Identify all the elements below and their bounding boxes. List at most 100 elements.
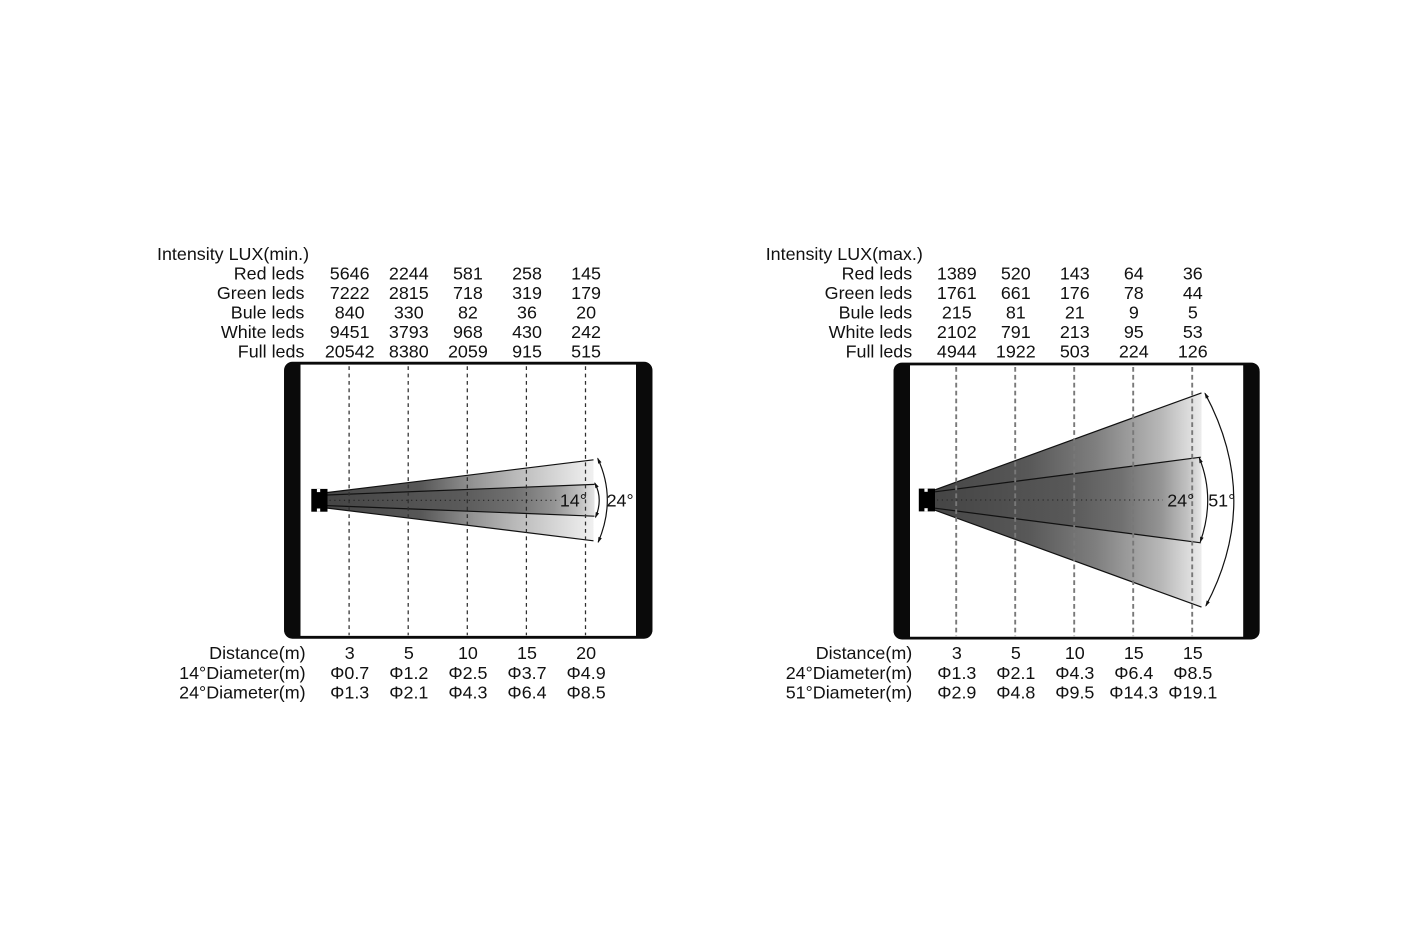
- svg-text:5: 5: [1011, 643, 1021, 663]
- svg-text:53: 53: [1183, 322, 1203, 342]
- svg-text:95: 95: [1124, 322, 1144, 342]
- svg-text:319: 319: [512, 283, 542, 303]
- svg-text:24°: 24°: [607, 491, 634, 511]
- svg-text:968: 968: [453, 322, 483, 342]
- svg-text:3: 3: [345, 643, 355, 663]
- svg-text:Φ3.7: Φ3.7: [507, 663, 546, 683]
- svg-text:176: 176: [1060, 283, 1090, 303]
- svg-text:224: 224: [1119, 341, 1149, 361]
- svg-text:145: 145: [571, 264, 601, 284]
- svg-text:Φ4.3: Φ4.3: [1055, 663, 1094, 683]
- svg-text:Φ6.4: Φ6.4: [507, 682, 546, 702]
- svg-text:White leds: White leds: [221, 322, 305, 342]
- svg-text:503: 503: [1060, 341, 1090, 361]
- svg-text:520: 520: [1001, 264, 1031, 284]
- svg-text:1922: 1922: [996, 341, 1036, 361]
- svg-text:Full leds: Full leds: [846, 341, 913, 361]
- svg-text:Bule leds: Bule leds: [839, 303, 913, 323]
- svg-text:Φ8.5: Φ8.5: [567, 682, 606, 702]
- svg-text:81: 81: [1006, 303, 1026, 323]
- svg-text:2059: 2059: [448, 341, 488, 361]
- svg-text:Φ1.2: Φ1.2: [389, 663, 428, 683]
- svg-text:718: 718: [453, 283, 483, 303]
- svg-text:126: 126: [1178, 341, 1208, 361]
- svg-text:7222: 7222: [330, 283, 370, 303]
- svg-text:Red leds: Red leds: [842, 264, 913, 284]
- svg-text:5: 5: [404, 643, 414, 663]
- svg-text:20542: 20542: [325, 341, 375, 361]
- svg-text:Φ4.8: Φ4.8: [996, 682, 1035, 702]
- svg-text:Distance(m): Distance(m): [816, 643, 912, 663]
- svg-text:20: 20: [576, 643, 596, 663]
- svg-text:Full leds: Full leds: [238, 341, 305, 361]
- svg-text:36: 36: [1183, 264, 1203, 284]
- svg-text:10: 10: [458, 643, 478, 663]
- svg-text:51°: 51°: [1208, 490, 1235, 510]
- svg-text:330: 330: [394, 303, 424, 323]
- svg-text:1389: 1389: [937, 264, 977, 284]
- svg-text:White leds: White leds: [829, 322, 913, 342]
- svg-text:24°Diameter(m): 24°Diameter(m): [786, 663, 912, 683]
- svg-text:44: 44: [1183, 283, 1203, 303]
- svg-text:179: 179: [571, 283, 601, 303]
- svg-text:Φ1.3: Φ1.3: [330, 682, 369, 702]
- svg-text:15: 15: [517, 643, 537, 663]
- svg-text:9: 9: [1129, 303, 1139, 323]
- svg-text:14°: 14°: [560, 491, 587, 511]
- svg-text:Φ8.5: Φ8.5: [1173, 663, 1212, 683]
- svg-text:Distance(m): Distance(m): [209, 643, 305, 663]
- svg-text:Green leds: Green leds: [217, 283, 305, 303]
- svg-text:143: 143: [1060, 264, 1090, 284]
- svg-text:Φ9.5: Φ9.5: [1055, 682, 1094, 702]
- svg-text:3793: 3793: [389, 322, 429, 342]
- svg-text:10: 10: [1065, 643, 1085, 663]
- svg-text:Φ4.9: Φ4.9: [567, 663, 606, 683]
- svg-text:915: 915: [512, 341, 542, 361]
- svg-text:Φ0.7: Φ0.7: [330, 663, 369, 683]
- svg-text:4944: 4944: [937, 341, 977, 361]
- svg-text:24°: 24°: [1167, 490, 1194, 510]
- svg-text:21: 21: [1065, 303, 1085, 323]
- svg-text:Red leds: Red leds: [234, 264, 305, 284]
- svg-text:5: 5: [1188, 303, 1198, 323]
- svg-text:Φ19.1: Φ19.1: [1168, 682, 1217, 702]
- svg-text:2815: 2815: [389, 283, 429, 303]
- svg-text:661: 661: [1001, 283, 1031, 303]
- svg-text:20: 20: [576, 303, 596, 323]
- svg-text:242: 242: [571, 322, 601, 342]
- svg-text:3: 3: [952, 643, 962, 663]
- svg-text:Φ4.3: Φ4.3: [448, 682, 487, 702]
- svg-text:9451: 9451: [330, 322, 370, 342]
- svg-text:515: 515: [571, 341, 601, 361]
- svg-text:840: 840: [335, 303, 365, 323]
- svg-text:2244: 2244: [389, 264, 429, 284]
- svg-text:Φ1.3: Φ1.3: [937, 663, 976, 683]
- svg-text:78: 78: [1124, 283, 1144, 303]
- svg-text:258: 258: [512, 264, 542, 284]
- svg-text:Φ2.5: Φ2.5: [448, 663, 487, 683]
- svg-text:Φ2.9: Φ2.9: [937, 682, 976, 702]
- svg-text:Intensity LUX(max.): Intensity LUX(max.): [766, 244, 923, 264]
- svg-text:51°Diameter(m): 51°Diameter(m): [786, 682, 912, 702]
- svg-text:15: 15: [1183, 643, 1203, 663]
- svg-text:1761: 1761: [937, 283, 977, 303]
- svg-text:791: 791: [1001, 322, 1031, 342]
- svg-text:24°Diameter(m): 24°Diameter(m): [179, 682, 305, 702]
- svg-text:Bule leds: Bule leds: [231, 303, 305, 323]
- svg-text:64: 64: [1124, 264, 1144, 284]
- svg-text:14°Diameter(m): 14°Diameter(m): [179, 663, 305, 683]
- svg-text:8380: 8380: [389, 341, 429, 361]
- svg-text:2102: 2102: [937, 322, 977, 342]
- svg-text:430: 430: [512, 322, 542, 342]
- svg-text:Φ2.1: Φ2.1: [996, 663, 1035, 683]
- svg-text:Φ14.3: Φ14.3: [1109, 682, 1158, 702]
- svg-text:82: 82: [458, 303, 478, 323]
- svg-text:Green leds: Green leds: [825, 283, 913, 303]
- svg-text:215: 215: [942, 303, 972, 323]
- svg-text:Φ2.1: Φ2.1: [389, 682, 428, 702]
- svg-text:Intensity LUX(min.): Intensity LUX(min.): [157, 244, 309, 264]
- svg-text:Φ6.4: Φ6.4: [1114, 663, 1153, 683]
- svg-text:15: 15: [1124, 643, 1144, 663]
- svg-text:36: 36: [517, 303, 537, 323]
- svg-text:581: 581: [453, 264, 483, 284]
